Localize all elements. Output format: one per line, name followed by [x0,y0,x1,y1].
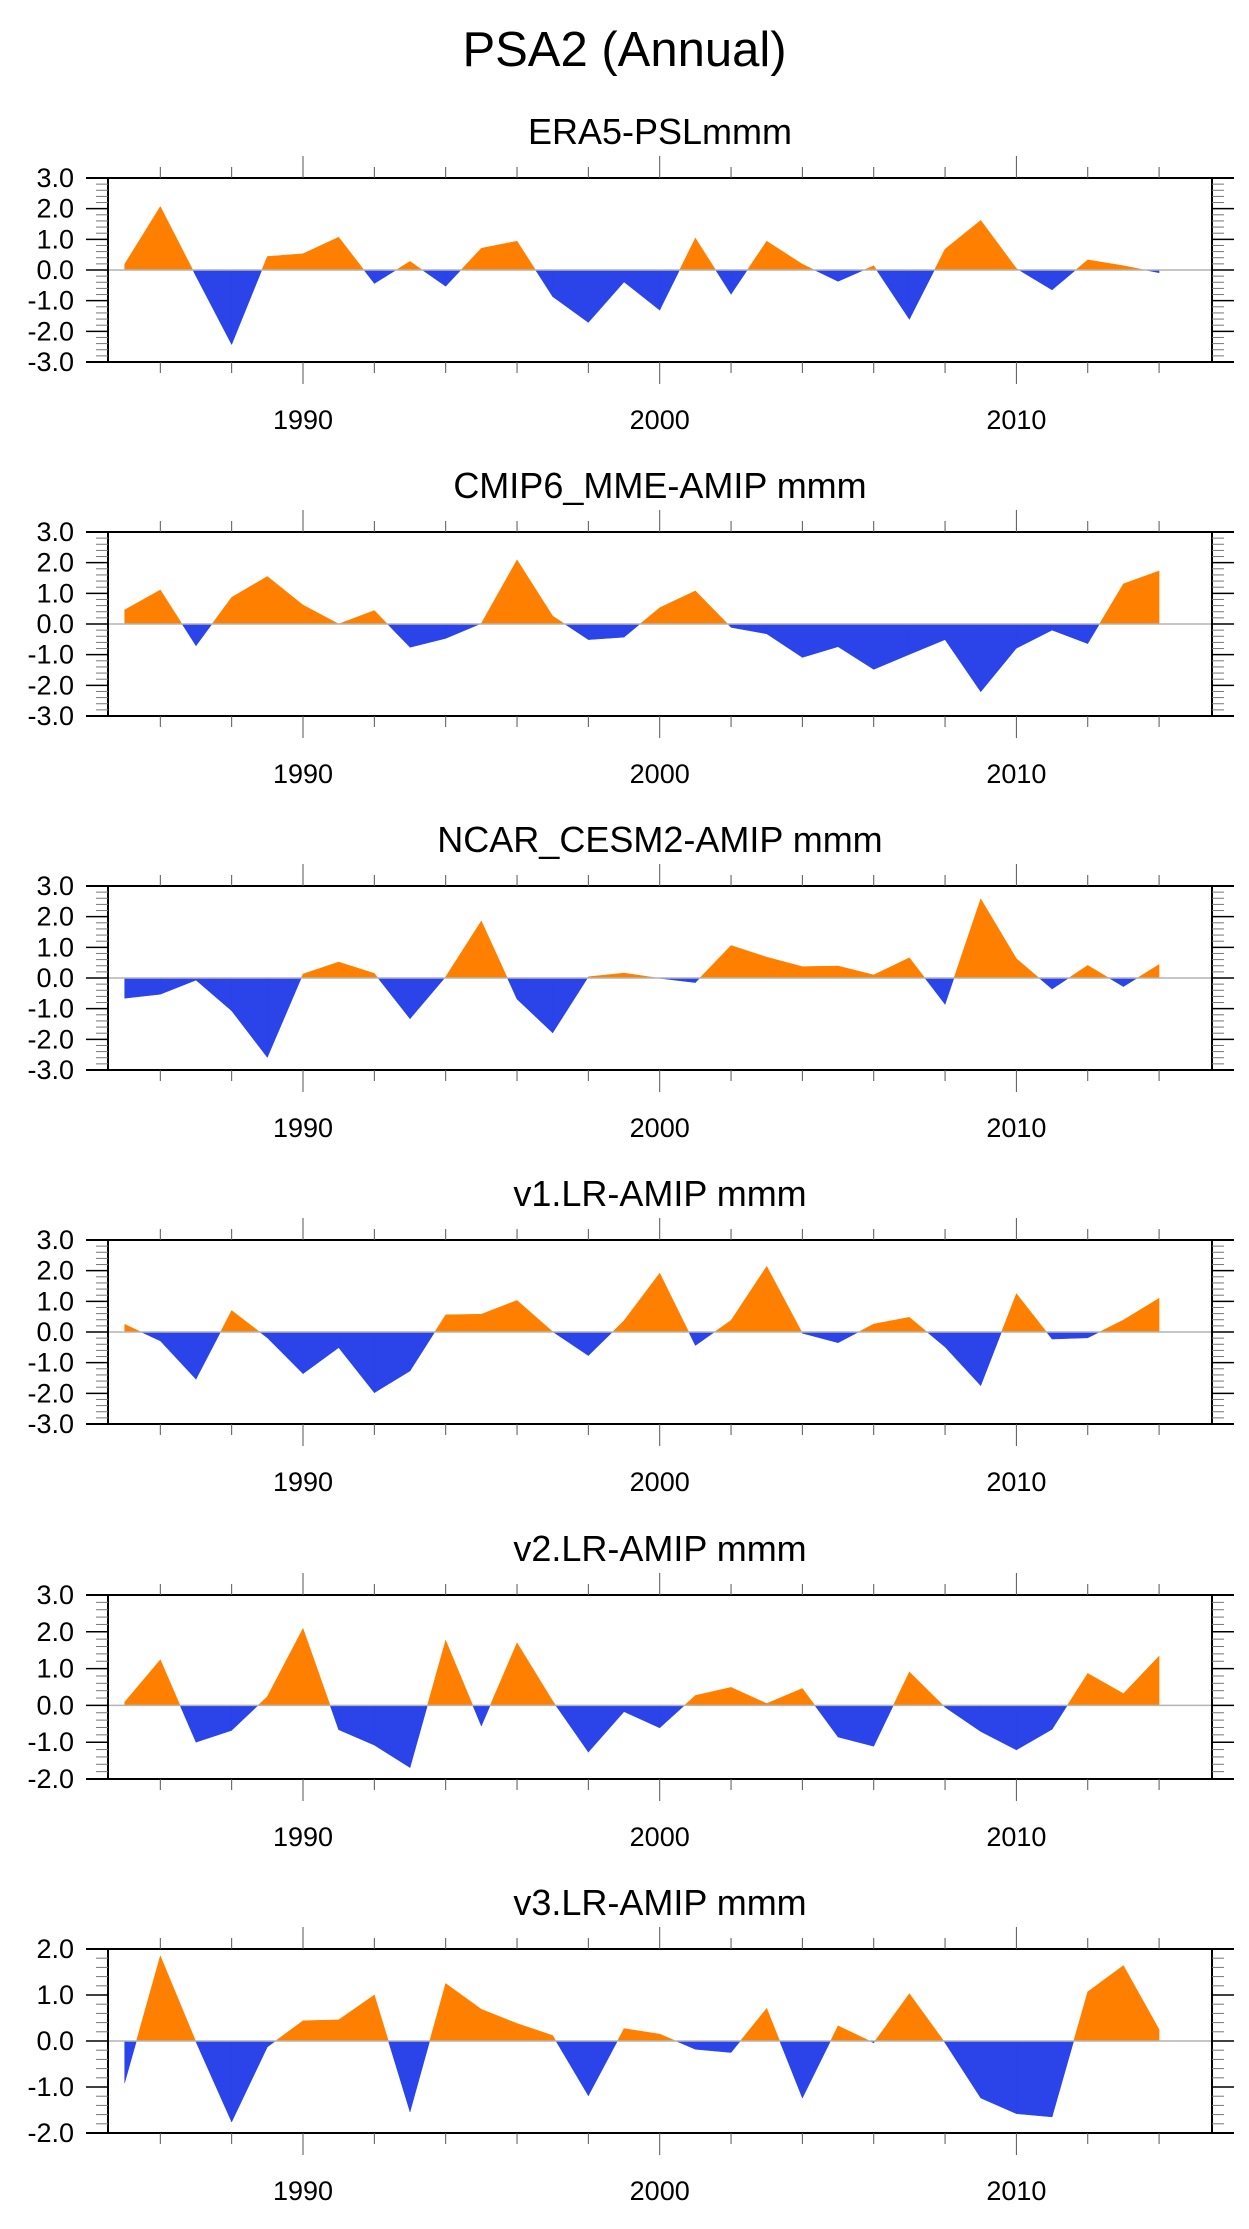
y-tick-label: -2.0 [27,1024,74,1054]
positive-anomaly-area [136,1955,1160,2042]
y-tick-label: -2.0 [27,1378,74,1408]
x-tick-label: 2010 [986,1113,1046,1143]
y-tick-label: -1.0 [27,286,74,316]
y-tick-label: 1.0 [36,224,74,254]
y-tick-label: 2.0 [36,548,74,578]
y-tick-label: 3.0 [36,517,74,547]
y-tick-label: 1.0 [36,1980,74,2010]
negative-anomaly-area [179,1705,1068,1769]
positive-anomaly-area [300,897,1160,979]
x-tick-label: 2000 [630,1113,690,1143]
y-tick-label: 2.0 [36,1617,74,1647]
panel-title: CMIP6_MME-AMIP mmm [453,465,866,506]
y-tick-label: -1.0 [27,994,74,1024]
y-tick-label: 1.0 [36,1654,74,1684]
y-tick-label: -1.0 [27,1348,74,1378]
y-tick-label: -3.0 [27,1055,74,1085]
y-tick-label: -2.0 [27,2118,74,2148]
y-tick-label: 0.0 [36,963,74,993]
panel-1: ERA5-PSLmmm 3.02.01.00.0-1.0-2.0-3.0 1990 2… [27,111,1234,435]
negative-anomaly-area [124,977,1139,1059]
y-tick-label: -2.0 [27,316,74,346]
x-tick-label: 2000 [630,2176,690,2206]
x-tick-label: 2010 [986,2176,1046,2206]
panel-5: v2.LR-AMIP mmm 3.0 2.0 1.0 0.0 -1.0 -2.0 1990 20… [27,1528,1234,1852]
panel-title: v2.LR-AMIP mmm [513,1528,806,1569]
y-tick-label: 1.0 [36,578,74,608]
y-tick-label: -3.0 [27,1409,74,1439]
x-tick-label: 1990 [273,1113,333,1143]
x-tick-label: 1990 [273,1822,333,1852]
x-tick-label: 2010 [986,405,1046,435]
negative-anomaly-area [192,269,1160,345]
x-tick-label: 2000 [630,1822,690,1852]
x-tick-label: 2010 [986,759,1046,789]
y-tick-label: 3.0 [36,871,74,901]
y-tick-label: -2.0 [27,670,74,700]
x-tick-label: 1990 [273,1467,333,1497]
y-tick-label: 3.0 [36,1580,74,1610]
y-tick-label: 1.0 [36,1286,74,1316]
y-tick-label: -2.0 [27,1764,74,1794]
y-tick-label: -1.0 [27,1727,74,1757]
x-tick-label: 2000 [630,405,690,435]
panel-6: v3.LR-AMIP mmm 2.0 1.0 0.0 -1.0 -2.0 1990 2000 2… [27,1882,1234,2206]
positive-anomaly-area [124,558,1160,625]
y-tick-label: 2.0 [36,902,74,932]
negative-anomaly-area [141,1331,1100,1394]
panel-title: ERA5-PSLmmm [528,111,792,152]
y-tick-label: 3.0 [36,163,74,193]
positive-anomaly-area [124,1265,1160,1333]
x-tick-label: 1990 [273,2176,333,2206]
positive-anomaly-area [124,1628,1160,1706]
y-tick-label: 1.0 [36,932,74,962]
panel-title: v1.LR-AMIP mmm [513,1173,806,1214]
x-tick-label: 2010 [986,1467,1046,1497]
positive-anomaly-area [124,205,1146,271]
panel-title: NCAR_CESM2-AMIP mmm [437,819,882,860]
y-tick-label: -1.0 [27,640,74,670]
y-tick-label: -3.0 [27,701,74,731]
panel-title: v3.LR-AMIP mmm [513,1882,806,1923]
x-tick-label: 2010 [986,1822,1046,1852]
y-tick-label: -3.0 [27,347,74,377]
y-tick-label: 2.0 [36,1256,74,1286]
y-tick-label: 0.0 [36,1317,74,1347]
y-tick-label: 2.0 [36,194,74,224]
x-tick-label: 2000 [630,759,690,789]
figure-title: PSA2 (Annual) [462,23,787,77]
panel-3: NCAR_CESM2-AMIP mmm 3.02.01.00.0-1.0-2.0-… [27,819,1234,1143]
y-tick-label: 2.0 [36,1934,74,1964]
y-tick-label: 0.0 [36,609,74,639]
x-tick-label: 2000 [630,1467,690,1497]
y-tick-label: 3.0 [36,1225,74,1255]
y-tick-label: 0.0 [36,255,74,285]
negative-anomaly-area [124,2040,1075,2123]
x-tick-label: 1990 [273,759,333,789]
y-tick-label: 0.0 [36,2026,74,2056]
panel-4: v1.LR-AMIP mmm 3.02.01.00.0-1.0-2.0-3.0 19… [27,1173,1234,1497]
y-tick-label: -1.0 [27,2072,74,2102]
y-tick-label: 0.0 [36,1690,74,1720]
negative-anomaly-area [181,623,1100,693]
x-tick-label: 1990 [273,405,333,435]
panel-2: CMIP6_MME-AMIP mmm 3.02.01.00.0-1.0-2.0-3… [27,465,1234,789]
